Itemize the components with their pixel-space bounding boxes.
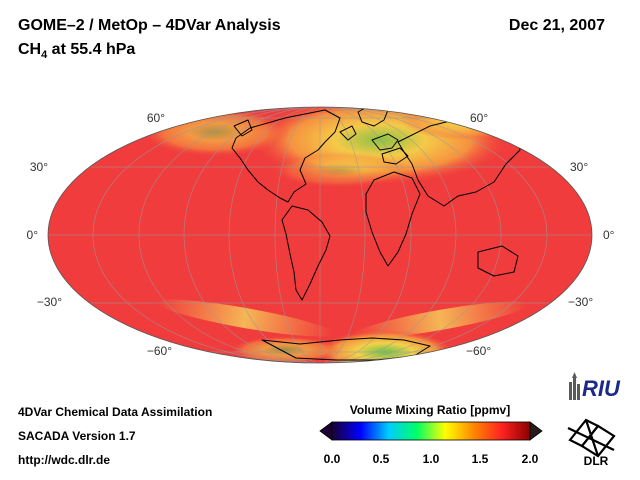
graticule xyxy=(48,107,592,363)
map-field xyxy=(48,107,592,363)
colorbar-tick: 0.5 xyxy=(372,452,390,466)
lat-label-right-60: 60° xyxy=(470,111,488,125)
riu-logo: RIU xyxy=(569,372,621,401)
subtitle-species: CH xyxy=(18,41,42,58)
lat-label-right-30: 30° xyxy=(570,160,588,174)
subtitle-level: at 55.4 hPa xyxy=(47,41,136,58)
colorbar-title: Volume Mixing Ratio [ppmv] xyxy=(349,403,511,417)
svg-text:RIU: RIU xyxy=(582,376,621,401)
map-subtitle: CH4 at 55.4 hPa xyxy=(18,41,135,61)
footer-line-1: 4DVar Chemical Data Assimilation xyxy=(18,405,213,419)
lat-label-left-minus60: −60° xyxy=(147,344,172,358)
lat-label-left-0: 0° xyxy=(27,228,39,242)
colorbar xyxy=(319,421,543,441)
dlr-logo: DLR xyxy=(567,418,616,468)
footer-url: http://wdc.dlr.de xyxy=(18,453,110,467)
footer-line-2: SACADA Version 1.7 xyxy=(18,429,136,443)
map-title: GOME–2 / MetOp – 4DVar Analysis xyxy=(18,17,281,34)
lat-label-right-minus30: −30° xyxy=(568,295,593,309)
colorbar-tick: 1.5 xyxy=(471,452,489,466)
colorbar-max-arrow xyxy=(529,421,543,441)
map-border xyxy=(47,106,593,364)
subtitle-subscript: 4 xyxy=(41,49,48,62)
lat-label-left-30: 30° xyxy=(30,160,48,174)
colorbar-min-arrow xyxy=(319,421,333,441)
colorbar-tick: 1.0 xyxy=(422,452,440,466)
lat-label-left-60: 60° xyxy=(147,111,165,125)
lat-label-left-minus30: −30° xyxy=(37,295,62,309)
colorbar-gradient xyxy=(331,421,531,441)
lat-label-right-0: 0° xyxy=(603,228,615,242)
svg-text:DLR: DLR xyxy=(584,454,609,468)
map-date: Dec 21, 2007 xyxy=(508,17,605,34)
colorbar-tick: 0.0 xyxy=(323,452,341,466)
colorbar-tick: 2.0 xyxy=(521,452,539,466)
lat-label-right-minus60: −60° xyxy=(466,344,491,358)
